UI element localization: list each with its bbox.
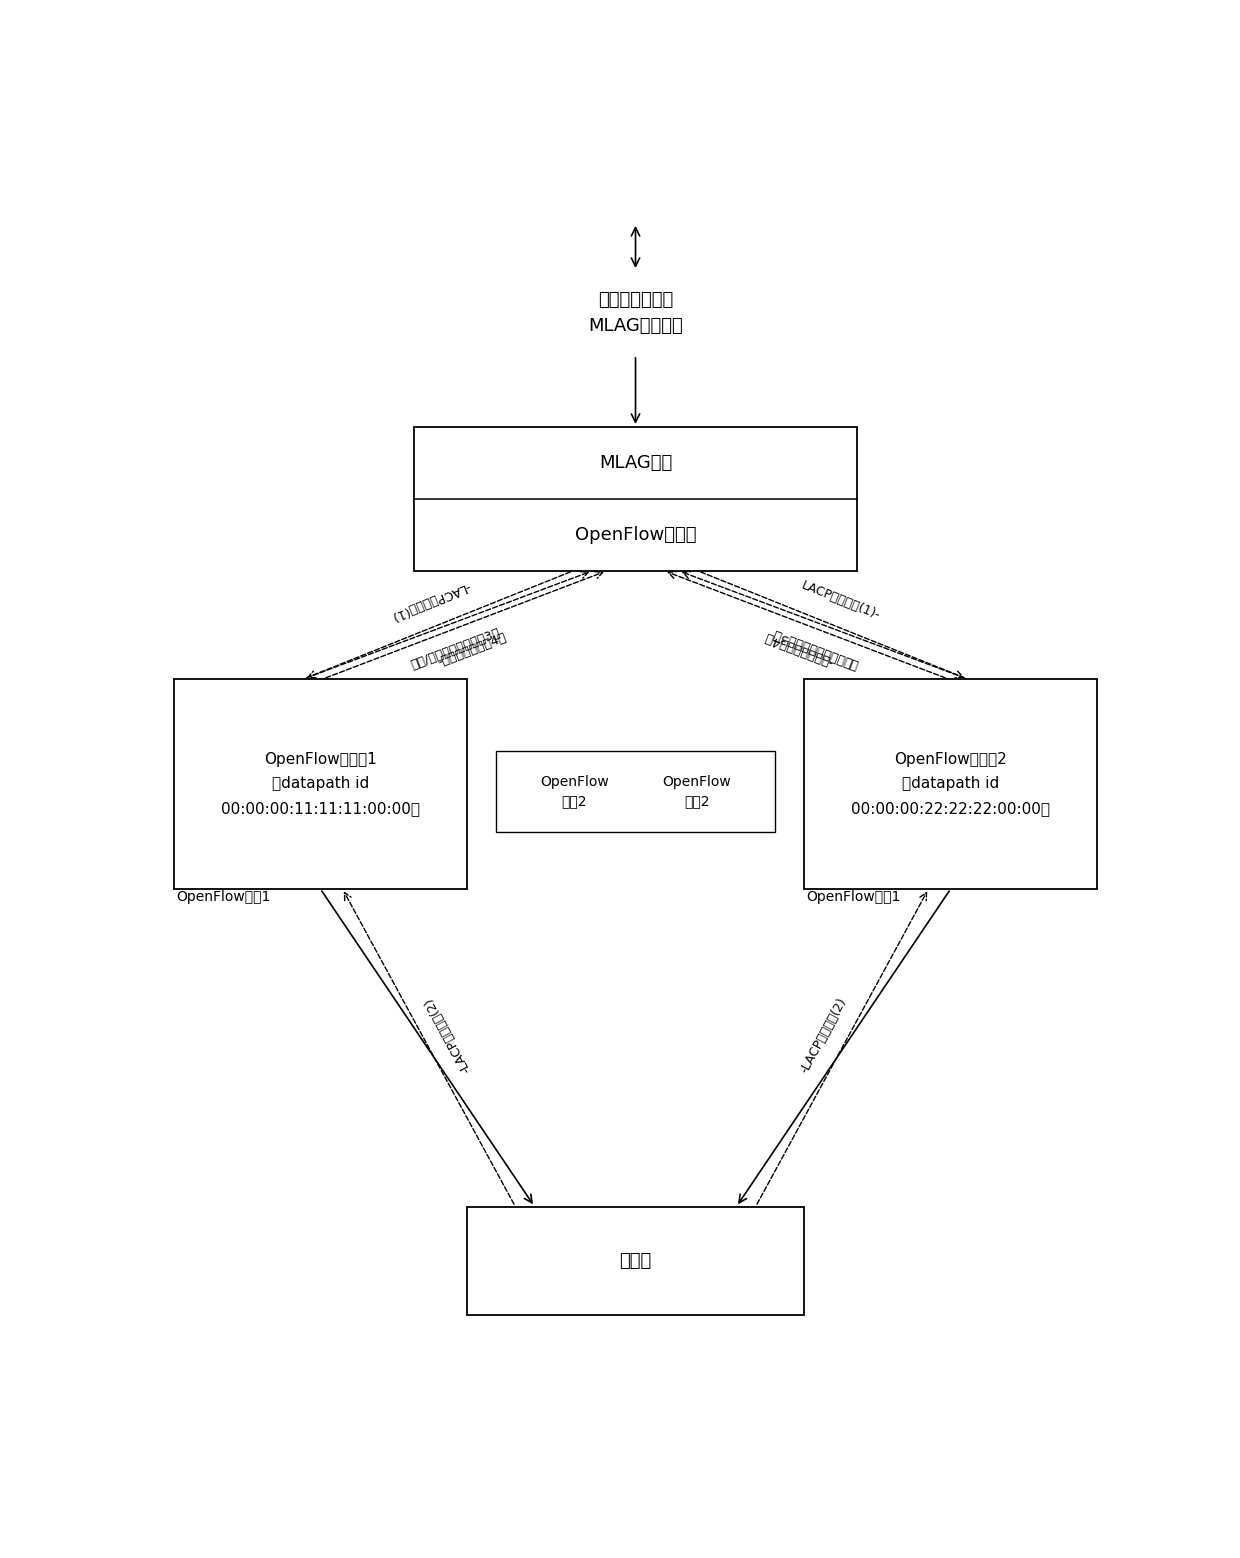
Bar [467,1207,804,1315]
Text: OpenFlow端口1: OpenFlow端口1 [806,890,901,904]
Bar [174,679,467,888]
Text: OpenFlow
端口2: OpenFlow 端口2 [662,774,732,809]
Text: OpenFlow控制器: OpenFlow控制器 [575,527,696,544]
Text: LACP报文收发(1)-: LACP报文收发(1)- [799,578,882,622]
Text: OpenFlow端口1: OpenFlow端口1 [176,890,270,904]
Text: OpenFlow交换机2
（datapath id
00:00:00:22:22:22:00:00）: OpenFlow交换机2 （datapath id 00:00:00:22:22… [851,751,1050,816]
Text: -端口状态上报（4）: -端口状态上报（4） [436,631,508,668]
Bar [496,751,775,832]
Text: MLAG应用: MLAG应用 [599,453,672,472]
Text: OpenFlow
端口2: OpenFlow 端口2 [539,774,609,809]
Bar [804,679,1096,888]
Text: -LACP报文收发(2): -LACP报文收发(2) [422,996,474,1075]
Text: 管理员配置查看
MLAG应用状态: 管理员配置查看 MLAG应用状态 [588,291,683,335]
Bar [414,427,857,570]
Text: 流表组表下发及更新（3）: 流表组表下发及更新（3） [771,628,861,671]
Text: -LACP报文收发(2): -LACP报文收发(2) [797,996,849,1075]
Text: -LACP报文收发(1): -LACP报文收发(1) [389,578,472,622]
Text: -端口状态上报（4）: -端口状态上报（4） [763,631,835,668]
Text: 服务器: 服务器 [619,1251,652,1270]
Text: OpenFlow交换机1
（datapath id
00:00:00:11:11:11:00:00）: OpenFlow交换机1 （datapath id 00:00:00:11:11… [221,751,420,816]
Text: 流表/组表下发及更新（3）: 流表/组表下发及更新（3） [409,626,502,673]
